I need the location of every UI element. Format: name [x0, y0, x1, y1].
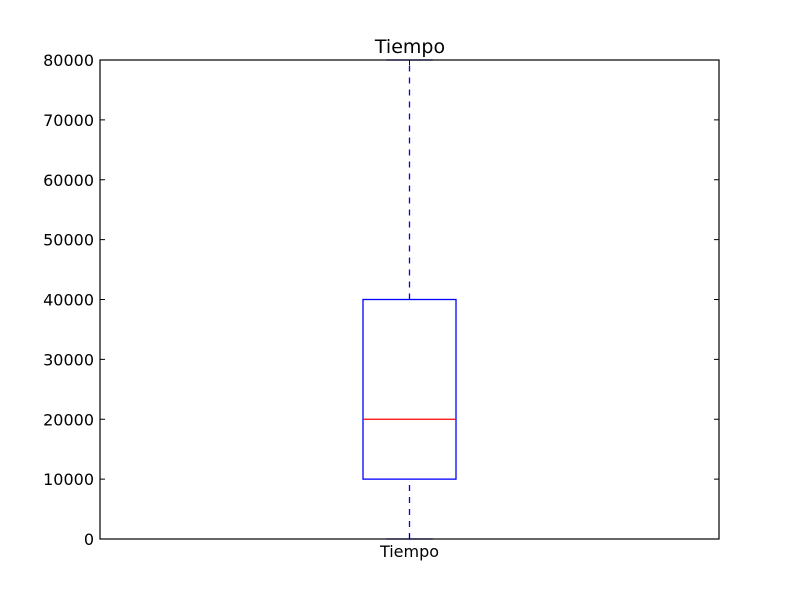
y-tick-label: 0 [84, 530, 94, 549]
y-tick-label: 70000 [43, 111, 94, 130]
y-tick-label: 30000 [43, 350, 94, 369]
x-tick-label: Tiempo [379, 542, 439, 561]
y-tick-label: 40000 [43, 291, 94, 310]
y-tick-label: 10000 [43, 470, 94, 489]
y-tick-label: 80000 [43, 51, 94, 70]
y-tick-label: 50000 [43, 231, 94, 250]
plot-area: 0 10000 20000 30000 40000 50000 60000 70000 8000… [43, 51, 720, 561]
box-iqr [362, 298, 457, 480]
y-tick-label: 20000 [43, 410, 94, 429]
y-tick-label: 60000 [43, 171, 94, 190]
chart-title: Tiempo [374, 36, 445, 58]
